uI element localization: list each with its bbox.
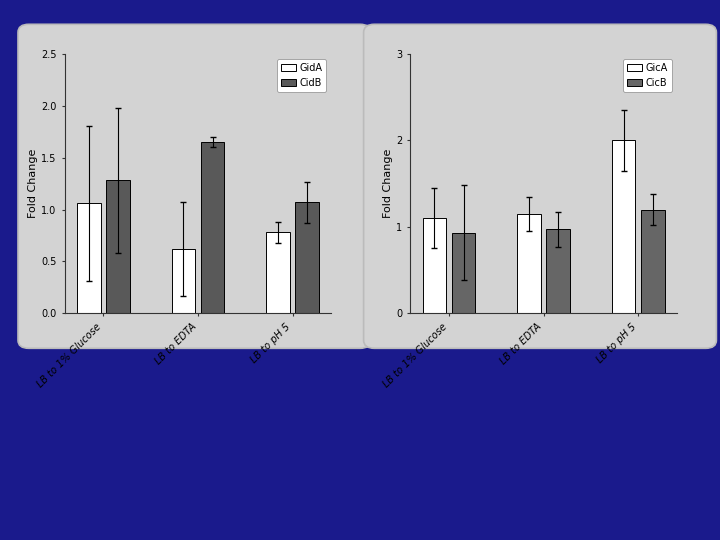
Text: gidA: gidA	[357, 25, 404, 45]
Y-axis label: Fold Change: Fold Change	[28, 149, 38, 218]
Bar	[171, 249, 195, 313]
Text: transcriptional level using real-time RT-PCR: transcriptional level using real-time RT…	[135, 84, 585, 104]
Bar	[641, 210, 665, 313]
Bar	[517, 214, 541, 313]
Bar	[546, 230, 570, 313]
Bar	[612, 140, 635, 313]
Bar	[295, 202, 319, 313]
Text: gidB: gidB	[456, 25, 503, 45]
Text: No significant difference in: No significant difference in	[71, 25, 357, 45]
Legend: GidA, CidB: GidA, CidB	[277, 59, 326, 91]
Text: and: and	[404, 25, 456, 45]
Bar	[201, 142, 225, 313]
Text: expression at: expression at	[503, 25, 649, 45]
Legend: GicA, CicB: GicA, CicB	[624, 59, 672, 91]
Bar	[77, 203, 101, 313]
Bar	[107, 180, 130, 313]
Y-axis label: Fold Change: Fold Change	[383, 149, 393, 218]
Bar	[423, 218, 446, 313]
Bar	[266, 232, 289, 313]
Bar	[452, 233, 475, 313]
